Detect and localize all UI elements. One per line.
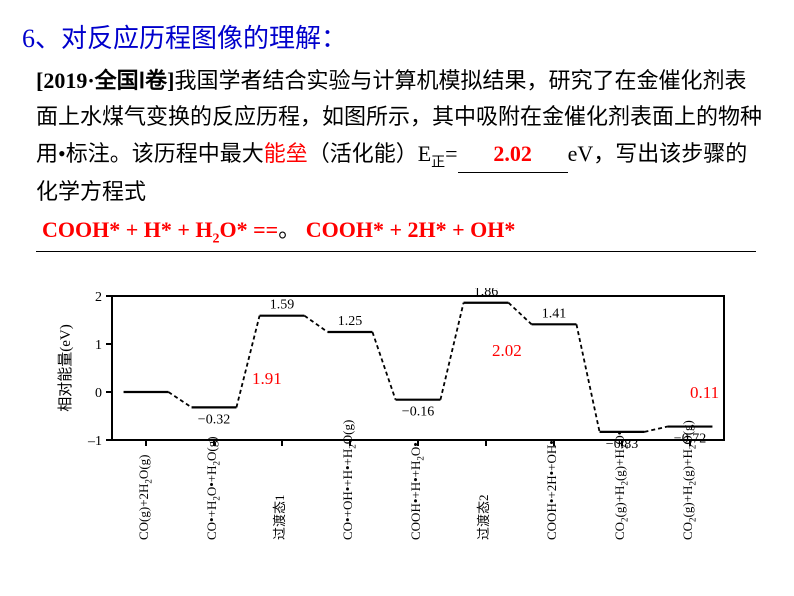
energy-diagram: –1012相对能量(eV)−0.321.591.25−0.161.861.41−… — [52, 288, 742, 588]
svg-text:1.25: 1.25 — [338, 314, 363, 329]
problem-highlight: 能垒 — [264, 141, 308, 166]
answer-equation: COOH* + H* + H2O* ==。 COOH* + 2H* + OH* — [36, 210, 756, 250]
x-tick-label: 过渡态1 — [273, 450, 291, 540]
answer-equation-line: COOH* + H* + H2O* ==。 COOH* + 2H* + OH* — [36, 210, 756, 251]
svg-text:−0.16: −0.16 — [402, 405, 434, 420]
problem-content: [2019·全国Ⅰ卷]我国学者结合实验与计算机模拟结果，研究了在金催化剂表面上水… — [0, 63, 794, 252]
x-tick-label: CO•+OH•+H•+H2O(g) — [341, 450, 359, 540]
svg-text:2: 2 — [95, 290, 102, 305]
x-tick-label: 过渡态2 — [477, 450, 495, 540]
section-number: 6、 — [22, 24, 61, 53]
answer-value: 2.02 — [458, 136, 568, 173]
svg-text:相对能量(eV): 相对能量(eV) — [57, 324, 74, 411]
chart-svg: –1012相对能量(eV)−0.321.591.25−0.161.861.41−… — [52, 288, 742, 578]
problem-body-3: = — [445, 141, 457, 166]
x-tick-label: CO2(g)+H2(g)+H2O(g) — [681, 450, 699, 540]
x-tick-label: CO(g)+2H2O(g) — [137, 450, 155, 540]
svg-text:0.11: 0.11 — [690, 383, 719, 402]
problem-source: [2019·全国Ⅰ卷] — [36, 68, 174, 93]
svg-text:1: 1 — [95, 338, 102, 353]
svg-text:−0.32: −0.32 — [198, 412, 230, 427]
svg-text:2.02: 2.02 — [492, 341, 522, 360]
x-tick-label: CO•+H2O•+H2O(g) — [205, 450, 223, 540]
x-tick-label: CO2(g)+H2(g)+H2O• — [613, 450, 631, 540]
svg-text:1.41: 1.41 — [542, 306, 567, 321]
svg-text:0: 0 — [95, 386, 102, 401]
x-tick-label: COOH•+H•+H2O• — [409, 450, 427, 540]
section-header: 6、对反应历程图像的理解： — [0, 0, 794, 63]
x-tick-label: COOH•+2H•+OH• — [545, 450, 563, 540]
svg-text:1.86: 1.86 — [474, 288, 499, 300]
subscript-zheng: 正 — [431, 155, 445, 170]
problem-body-2: （活化能）E — [308, 141, 431, 166]
svg-text:1.59: 1.59 — [270, 298, 295, 313]
svg-text:–1: –1 — [87, 434, 102, 449]
svg-text:1.91: 1.91 — [252, 369, 282, 388]
section-title: 对反应历程图像的理解： — [61, 24, 347, 53]
